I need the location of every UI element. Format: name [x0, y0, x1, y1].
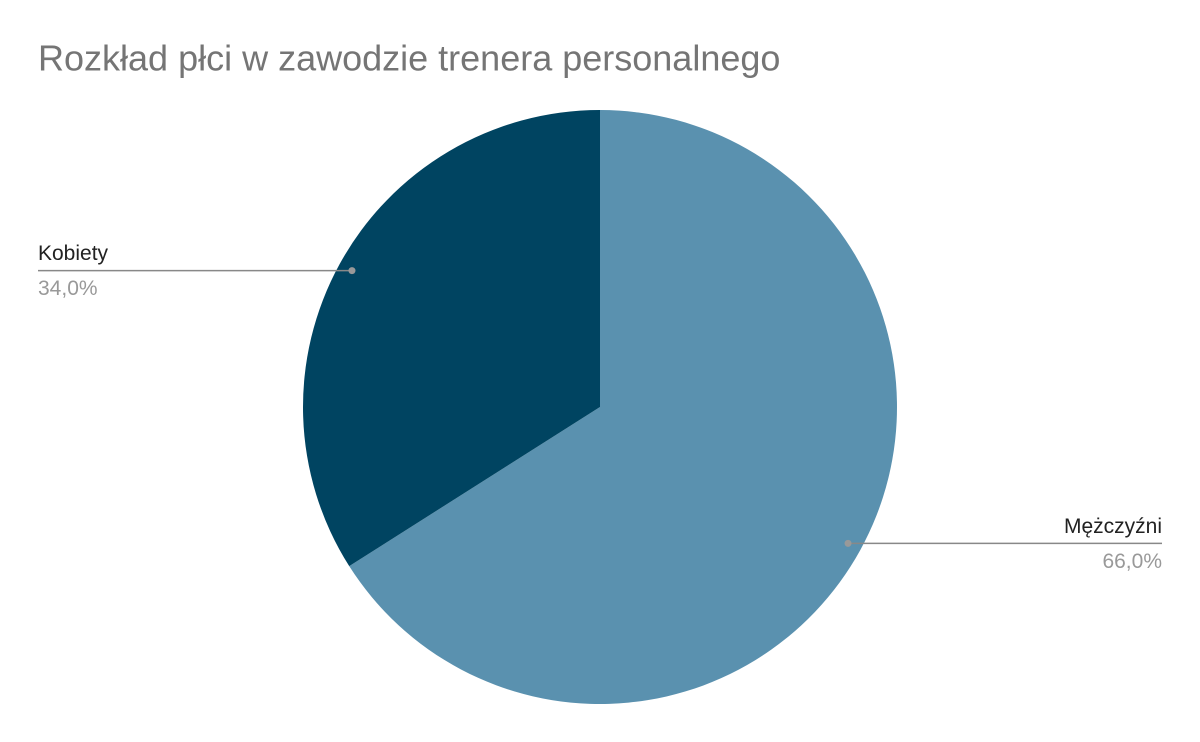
slice-value-label: 34,0%: [38, 277, 98, 300]
slice-label: Mężczyźni: [1064, 515, 1162, 538]
leader-dot: [348, 267, 356, 275]
slice-value-label: 66,0%: [1102, 550, 1162, 573]
chart-title: Rozkład płci w zawodzie trenera personal…: [38, 38, 780, 79]
slice-label: Kobiety: [38, 242, 109, 265]
leader-dot: [844, 539, 852, 547]
pie-slice: [302, 109, 600, 567]
pie-slice: [349, 110, 897, 704]
